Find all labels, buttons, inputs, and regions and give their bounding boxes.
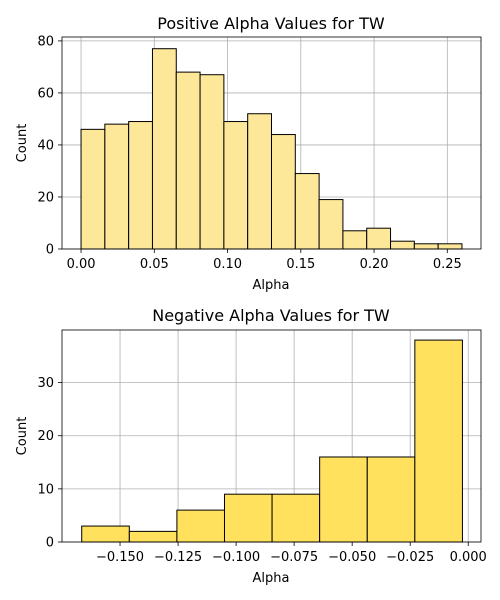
- histogram-bar: [366, 227, 392, 250]
- y-tick-label: 60: [37, 86, 54, 101]
- negative-alpha-histogram: Negative Alpha Values for TW −0.150 −0.12…: [15, 306, 487, 586]
- x-axis-label: Alpha: [253, 278, 290, 293]
- x-axis-label: Alpha: [253, 571, 290, 586]
- histogram-bar: [271, 493, 321, 543]
- x-tick-label: −0.125: [154, 550, 202, 565]
- x-tick-label: −0.025: [386, 550, 434, 565]
- y-tick-label: 40: [37, 138, 54, 153]
- positive-alpha-histogram: Positive Alpha Values for TW 0.00 0.05 0.1…: [15, 14, 482, 293]
- histogram-bar: [151, 48, 177, 250]
- x-tick-label: 0.25: [433, 257, 462, 272]
- x-tick-label: 0.10: [213, 257, 242, 272]
- chart-title: Negative Alpha Values for TW: [152, 306, 390, 325]
- histogram-bar: [294, 173, 320, 250]
- y-tick-label: 80: [37, 34, 54, 49]
- y-tick-label: 0: [46, 243, 54, 258]
- x-tick-label: −0.075: [270, 550, 318, 565]
- chart-title: Positive Alpha Values for TW: [157, 14, 385, 33]
- histogram-bar: [80, 128, 106, 250]
- x-tick-label: −0.150: [96, 550, 144, 565]
- y-axis-label: Count: [15, 417, 30, 456]
- plot-frame: [61, 36, 482, 250]
- histogram-bar: [128, 121, 153, 250]
- histogram-bar: [176, 509, 225, 543]
- histogram-bar: [437, 243, 463, 250]
- histogram-bar: [390, 240, 415, 250]
- histogram-bar: [271, 134, 296, 250]
- y-tick-label: 0: [46, 536, 54, 551]
- histogram-bar: [104, 123, 130, 250]
- x-tick-label: −0.050: [328, 550, 376, 565]
- y-tick-label: 20: [37, 429, 54, 444]
- x-tick-label: 0.000: [450, 550, 487, 565]
- x-tick-label: 0.00: [67, 257, 96, 272]
- histogram-bar: [319, 456, 368, 543]
- histogram-bar: [199, 74, 225, 250]
- histogram-bar: [414, 339, 463, 543]
- histogram-bar: [366, 456, 416, 543]
- histogram-bar: [413, 243, 439, 250]
- histogram-bar: [128, 530, 178, 543]
- histogram-bar: [318, 199, 344, 250]
- histogram-bar: [342, 230, 368, 250]
- x-tick-label: 0.15: [286, 257, 315, 272]
- x-tick-label: −0.100: [212, 550, 260, 565]
- histogram-bar: [175, 71, 201, 250]
- y-axis-label: Count: [15, 124, 30, 163]
- x-tick-label: 0.20: [360, 257, 389, 272]
- y-tick-label: 10: [37, 482, 54, 497]
- histogram-bar: [223, 493, 273, 543]
- histogram-bar: [247, 113, 272, 250]
- y-tick-label: 30: [37, 376, 54, 391]
- x-tick-label: 0.05: [140, 257, 169, 272]
- histogram-bar: [81, 525, 130, 543]
- y-tick-label: 20: [37, 190, 54, 205]
- histogram-bar: [223, 121, 249, 250]
